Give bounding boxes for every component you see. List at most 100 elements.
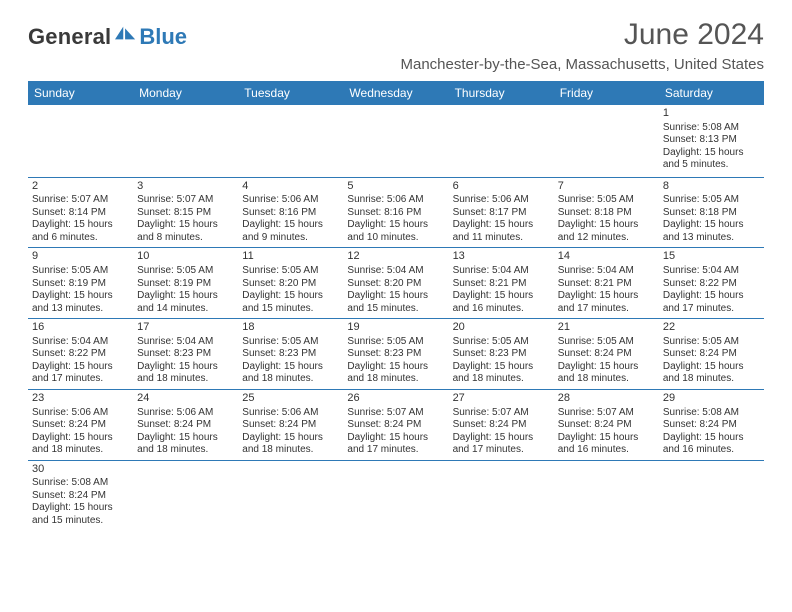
daylight-line: Daylight: 15 hours and 16 minutes.: [558, 432, 655, 457]
sunset-line: Sunset: 8:23 PM: [242, 348, 339, 361]
weekday-head: Sunday: [28, 81, 133, 105]
sunrise-line: Sunrise: 5:04 AM: [137, 336, 234, 349]
calendar-cell: [28, 105, 133, 177]
sunset-line: Sunset: 8:19 PM: [32, 278, 129, 291]
calendar-cell: 21Sunrise: 5:05 AMSunset: 8:24 PMDayligh…: [554, 319, 659, 390]
sunrise-line: Sunrise: 5:08 AM: [663, 407, 760, 420]
sunset-line: Sunset: 8:24 PM: [347, 419, 444, 432]
sunrise-line: Sunrise: 5:04 AM: [453, 265, 550, 278]
sunrise-line: Sunrise: 5:07 AM: [137, 194, 234, 207]
sunrise-line: Sunrise: 5:06 AM: [453, 194, 550, 207]
calendar-cell: 17Sunrise: 5:04 AMSunset: 8:23 PMDayligh…: [133, 319, 238, 390]
calendar-cell: 16Sunrise: 5:04 AMSunset: 8:22 PMDayligh…: [28, 319, 133, 390]
sunset-line: Sunset: 8:15 PM: [137, 207, 234, 220]
brand-part2: Blue: [139, 24, 187, 50]
sunset-line: Sunset: 8:23 PM: [453, 348, 550, 361]
day-number: 25: [242, 392, 339, 406]
calendar-cell: 2Sunrise: 5:07 AMSunset: 8:14 PMDaylight…: [28, 177, 133, 248]
sunset-line: Sunset: 8:22 PM: [32, 348, 129, 361]
daylight-line: Daylight: 15 hours and 17 minutes.: [347, 432, 444, 457]
calendar-cell: 9Sunrise: 5:05 AMSunset: 8:19 PMDaylight…: [28, 248, 133, 319]
day-number: 12: [347, 250, 444, 264]
calendar-cell: [449, 460, 554, 530]
sunset-line: Sunset: 8:13 PM: [663, 134, 760, 147]
calendar-cell: 30Sunrise: 5:08 AMSunset: 8:24 PMDayligh…: [28, 460, 133, 530]
calendar-cell: 28Sunrise: 5:07 AMSunset: 8:24 PMDayligh…: [554, 389, 659, 460]
day-number: 5: [347, 180, 444, 194]
month-title: June 2024: [400, 18, 764, 52]
sunset-line: Sunset: 8:20 PM: [347, 278, 444, 291]
weekday-row: Sunday Monday Tuesday Wednesday Thursday…: [28, 81, 764, 105]
calendar-cell: 22Sunrise: 5:05 AMSunset: 8:24 PMDayligh…: [659, 319, 764, 390]
sunrise-line: Sunrise: 5:05 AM: [453, 336, 550, 349]
day-number: 19: [347, 321, 444, 335]
page-header: General Blue June 2024 Manchester-by-the…: [28, 18, 764, 73]
daylight-line: Daylight: 15 hours and 17 minutes.: [32, 361, 129, 386]
daylight-line: Daylight: 15 hours and 16 minutes.: [663, 432, 760, 457]
sunset-line: Sunset: 8:14 PM: [32, 207, 129, 220]
sunset-line: Sunset: 8:16 PM: [347, 207, 444, 220]
sunset-line: Sunset: 8:24 PM: [663, 348, 760, 361]
daylight-line: Daylight: 15 hours and 6 minutes.: [32, 219, 129, 244]
daylight-line: Daylight: 15 hours and 18 minutes.: [137, 361, 234, 386]
calendar-row: 23Sunrise: 5:06 AMSunset: 8:24 PMDayligh…: [28, 389, 764, 460]
calendar-cell: 3Sunrise: 5:07 AMSunset: 8:15 PMDaylight…: [133, 177, 238, 248]
calendar-cell: [343, 105, 448, 177]
daylight-line: Daylight: 15 hours and 5 minutes.: [663, 147, 760, 172]
day-number: 17: [137, 321, 234, 335]
daylight-line: Daylight: 15 hours and 13 minutes.: [32, 290, 129, 315]
daylight-line: Daylight: 15 hours and 11 minutes.: [453, 219, 550, 244]
daylight-line: Daylight: 15 hours and 17 minutes.: [558, 290, 655, 315]
sunrise-line: Sunrise: 5:06 AM: [242, 194, 339, 207]
sunrise-line: Sunrise: 5:05 AM: [663, 336, 760, 349]
sunset-line: Sunset: 8:24 PM: [32, 419, 129, 432]
sunrise-line: Sunrise: 5:04 AM: [347, 265, 444, 278]
daylight-line: Daylight: 15 hours and 8 minutes.: [137, 219, 234, 244]
day-number: 10: [137, 250, 234, 264]
day-number: 26: [347, 392, 444, 406]
sunrise-line: Sunrise: 5:05 AM: [558, 336, 655, 349]
calendar-cell: 26Sunrise: 5:07 AMSunset: 8:24 PMDayligh…: [343, 389, 448, 460]
sunrise-line: Sunrise: 5:06 AM: [32, 407, 129, 420]
sunset-line: Sunset: 8:24 PM: [558, 419, 655, 432]
calendar-cell: [659, 460, 764, 530]
weekday-head: Thursday: [449, 81, 554, 105]
daylight-line: Daylight: 15 hours and 17 minutes.: [663, 290, 760, 315]
daylight-line: Daylight: 15 hours and 13 minutes.: [663, 219, 760, 244]
calendar-row: 30Sunrise: 5:08 AMSunset: 8:24 PMDayligh…: [28, 460, 764, 530]
calendar-cell: 4Sunrise: 5:06 AMSunset: 8:16 PMDaylight…: [238, 177, 343, 248]
daylight-line: Daylight: 15 hours and 18 minutes.: [32, 432, 129, 457]
calendar-cell: [133, 105, 238, 177]
daylight-line: Daylight: 15 hours and 15 minutes.: [242, 290, 339, 315]
calendar-cell: 29Sunrise: 5:08 AMSunset: 8:24 PMDayligh…: [659, 389, 764, 460]
sunset-line: Sunset: 8:21 PM: [453, 278, 550, 291]
calendar-cell: 18Sunrise: 5:05 AMSunset: 8:23 PMDayligh…: [238, 319, 343, 390]
day-number: 8: [663, 180, 760, 194]
day-number: 9: [32, 250, 129, 264]
sunrise-line: Sunrise: 5:05 AM: [663, 194, 760, 207]
calendar-cell: 1Sunrise: 5:08 AMSunset: 8:13 PMDaylight…: [659, 105, 764, 177]
calendar-cell: [449, 105, 554, 177]
sunset-line: Sunset: 8:20 PM: [242, 278, 339, 291]
day-number: 13: [453, 250, 550, 264]
day-number: 3: [137, 180, 234, 194]
daylight-line: Daylight: 15 hours and 18 minutes.: [558, 361, 655, 386]
sunset-line: Sunset: 8:21 PM: [558, 278, 655, 291]
calendar-row: 1Sunrise: 5:08 AMSunset: 8:13 PMDaylight…: [28, 105, 764, 177]
day-number: 22: [663, 321, 760, 335]
daylight-line: Daylight: 15 hours and 15 minutes.: [347, 290, 444, 315]
sunrise-line: Sunrise: 5:08 AM: [663, 122, 760, 135]
calendar-cell: [238, 105, 343, 177]
daylight-line: Daylight: 15 hours and 18 minutes.: [663, 361, 760, 386]
calendar-row: 2Sunrise: 5:07 AMSunset: 8:14 PMDaylight…: [28, 177, 764, 248]
sunrise-line: Sunrise: 5:07 AM: [453, 407, 550, 420]
sunset-line: Sunset: 8:16 PM: [242, 207, 339, 220]
calendar-cell: 11Sunrise: 5:05 AMSunset: 8:20 PMDayligh…: [238, 248, 343, 319]
sunrise-line: Sunrise: 5:07 AM: [558, 407, 655, 420]
calendar-cell: 5Sunrise: 5:06 AMSunset: 8:16 PMDaylight…: [343, 177, 448, 248]
calendar-cell: [554, 105, 659, 177]
day-number: 7: [558, 180, 655, 194]
day-number: 20: [453, 321, 550, 335]
sunset-line: Sunset: 8:24 PM: [663, 419, 760, 432]
day-number: 23: [32, 392, 129, 406]
